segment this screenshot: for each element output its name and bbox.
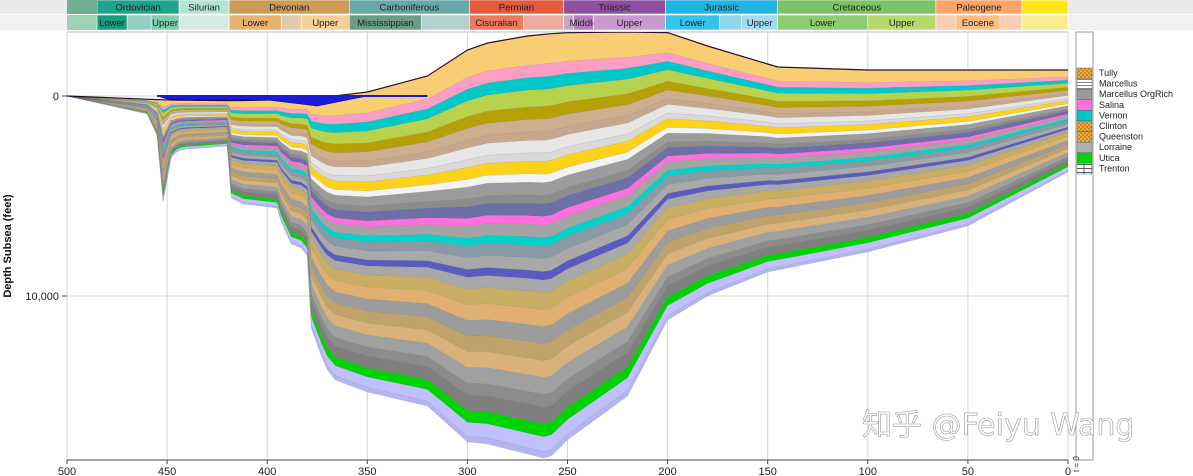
period-label: Silurian (188, 3, 220, 14)
legend-swatch (1076, 110, 1093, 122)
burial-layer (67, 95, 1068, 459)
epoch-label: Upper (747, 18, 773, 29)
legend-label: Tully (1099, 68, 1118, 78)
legend-label: Vernon (1099, 110, 1128, 120)
y-axis-title: Depth Subsea (feet) (2, 194, 14, 298)
x-tick-label: 300 (458, 466, 476, 476)
epoch-label: Mississippian (357, 18, 414, 29)
epoch-label: Upper (889, 18, 915, 29)
legend-label: Salina (1099, 100, 1124, 110)
period-label: Paleogene (956, 3, 1001, 14)
x-tick-label: 200 (658, 466, 676, 476)
watermark-text: 知乎 @Feiyu Wang (862, 408, 1134, 443)
epoch-label: Lower (680, 18, 706, 29)
legend-swatch (1076, 78, 1093, 90)
period-box (1021, 0, 1069, 15)
epoch-box (665, 14, 720, 31)
epoch-base-box (178, 14, 230, 31)
sea-water-area (157, 95, 428, 107)
period-label: Triassic (598, 3, 631, 14)
epoch-label: Upper (152, 18, 178, 29)
x-tick-label: 350 (358, 466, 376, 476)
period-label: Ordovician (115, 3, 160, 14)
epoch-label: Eocene (962, 18, 994, 29)
period-box-cambrian (67, 0, 98, 14)
x-tick-label: 450 (158, 466, 176, 476)
epoch-box (228, 14, 282, 31)
epoch-box (469, 14, 524, 31)
epoch-label: Lower (810, 18, 836, 29)
x-tick-label: 500 (58, 466, 76, 476)
epoch-box-cambrian (67, 15, 98, 30)
x-tick-label: 50 (962, 466, 974, 476)
y-axis: 0 10,000 (25, 91, 67, 303)
period-label: Cretaceous (832, 3, 881, 14)
y-tick-label: 0 (53, 91, 59, 103)
period-label: Permian (499, 3, 534, 14)
legend-swatch (1076, 152, 1093, 164)
period-label: Carboniferous (380, 3, 440, 14)
t0-label: t = 0 (1072, 456, 1081, 472)
x-tick-label: 150 (759, 466, 777, 476)
legend-swatch (1076, 67, 1093, 79)
epoch-label: Lower (99, 18, 125, 29)
epoch-base-box (1021, 14, 1069, 31)
y-tick-label: 10,000 (25, 291, 59, 303)
period-label: Devonian (269, 3, 309, 14)
epoch-box (955, 14, 1001, 31)
x-tick-label: 100 (859, 466, 877, 476)
legend-swatch (1076, 163, 1093, 175)
x-tick-label: 0 (1065, 466, 1071, 476)
period-label: Jurassic (704, 3, 739, 14)
x-tick-label: 400 (258, 466, 276, 476)
epoch-box (96, 14, 128, 31)
legend-label: Marcellus OrgRich (1099, 89, 1173, 99)
legend-label: Trenton (1099, 163, 1130, 173)
burial-layers (67, 32, 1068, 459)
geologic-epoch-row: Lower Upper Lower Upper Mississippian Cisural… (0, 14, 1193, 31)
epoch-label: Cisuralian (475, 18, 517, 29)
epoch-box (867, 14, 937, 31)
legend-swatch (1076, 141, 1093, 153)
epoch-label: Middle (570, 18, 598, 29)
x-tick-label: 250 (558, 466, 576, 476)
epoch-label: Upper (617, 18, 643, 29)
legend-swatch (1076, 120, 1093, 132)
legend-swatch (1076, 99, 1093, 111)
epoch-box (150, 14, 180, 31)
legend-label: Lorraine (1099, 142, 1132, 152)
x-axis: 500 450 400 350 300 250 200 150 100 50 0 (58, 459, 1071, 476)
epoch-label: Lower (242, 18, 268, 29)
epoch-box (348, 14, 422, 31)
legend-label: Marcellus (1099, 79, 1138, 89)
geologic-period-row: Ordovician Silurian Devonian Carboniferous P… (0, 0, 1193, 15)
legend-label: Queenston (1099, 132, 1143, 142)
legend-label: Clinton (1099, 121, 1127, 131)
legend-swatch (1076, 131, 1093, 143)
legend-label: Utica (1099, 153, 1120, 163)
legend-swatch (1076, 88, 1093, 100)
epoch-label: Upper (312, 18, 338, 29)
sea-water-polygon (157, 95, 368, 107)
